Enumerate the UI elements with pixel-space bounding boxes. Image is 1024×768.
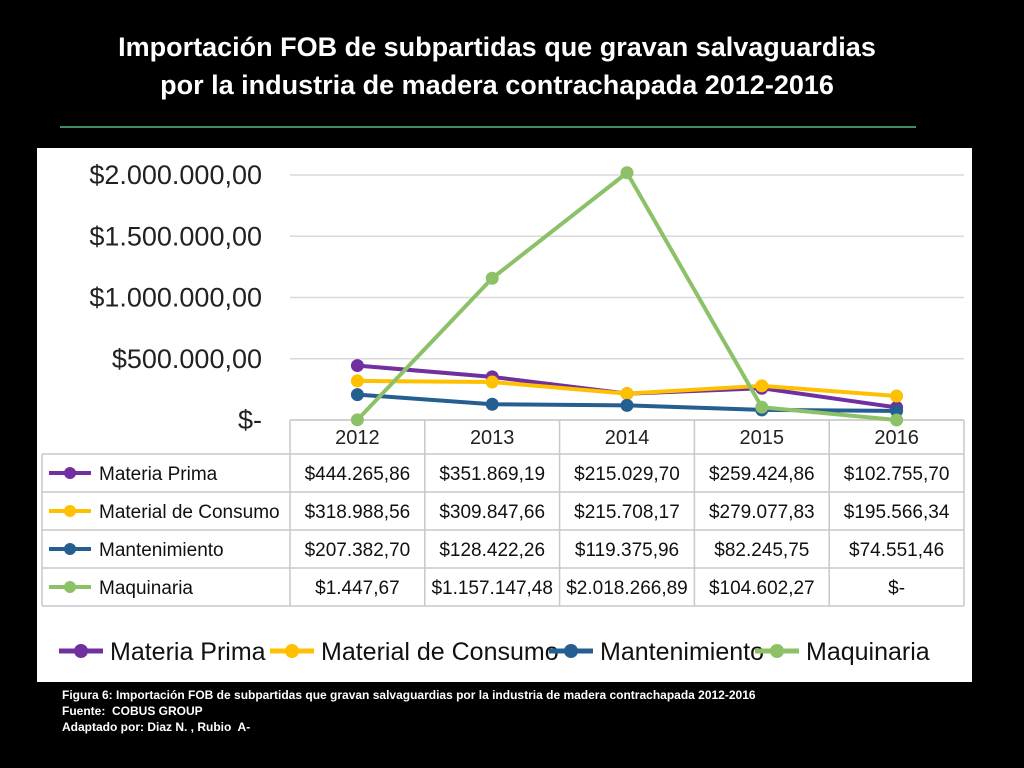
table-cell-value: $82.245,75	[714, 540, 809, 561]
table-cell-value: $309.847,66	[439, 502, 545, 523]
x-tick-label: 2014	[605, 427, 650, 449]
table-cell-value: $215.708,17	[574, 502, 680, 523]
table-cell-value: $195.566,34	[844, 502, 950, 523]
table-cell-value: $207.382,70	[305, 540, 411, 561]
x-tick-label: 2015	[740, 427, 785, 449]
data-point	[755, 400, 769, 414]
table-cell-value: $215.029,70	[574, 464, 680, 485]
legend-entry: Material de Consumo	[321, 638, 559, 666]
data-point	[890, 389, 904, 403]
data-point	[620, 166, 634, 180]
x-tick-label: 2016	[874, 427, 919, 449]
figure-caption: Figura 6: Importación FOB de subpartidas…	[62, 687, 962, 735]
row-legend-key-marker	[64, 581, 76, 593]
x-tick-label: 2012	[335, 427, 380, 449]
y-tick-label: $1.500.000,00	[89, 221, 262, 251]
table-cell-value: $74.551,46	[849, 540, 944, 561]
data-point	[350, 388, 364, 402]
table-row-label: Material de Consumo	[99, 502, 280, 523]
table-cell-value: $-	[888, 578, 905, 599]
chart-panel: $2.000.000,00 $1.500.000,00 $1.000.000,00 $…	[37, 148, 972, 682]
table-row-label: Mantenimiento	[99, 540, 224, 561]
legend-key-marker	[285, 644, 299, 658]
data-point	[890, 413, 904, 427]
y-tick-label: $1.000.000,00	[89, 283, 262, 313]
table-cell-value: $444.265,86	[305, 464, 411, 485]
table-cell-value: $1.447,67	[315, 578, 400, 599]
data-point	[620, 398, 634, 412]
line-chart: $2.000.000,00 $1.500.000,00 $1.000.000,00 $…	[41, 160, 965, 666]
row-legend-key-marker	[64, 467, 76, 479]
data-point	[350, 374, 364, 388]
row-legend-key-marker	[64, 543, 76, 555]
y-tick-label: $-	[238, 405, 262, 435]
table-cell-value: $279.077,83	[709, 502, 815, 523]
row-legend-key-marker	[64, 505, 76, 517]
title-divider	[60, 126, 916, 128]
legend-key-marker	[770, 644, 784, 658]
data-point	[350, 413, 364, 427]
data-point	[755, 379, 769, 393]
table-cell-value: $259.424,86	[709, 464, 815, 485]
data-point	[485, 375, 499, 389]
caption-figure-line: Figura 6: Importación FOB de subpartidas…	[62, 688, 756, 702]
slide-title-line-1: Importación FOB de subpartidas que grava…	[118, 32, 876, 62]
table-cell-value: $318.988,56	[305, 502, 411, 523]
table-cell-value: $104.602,27	[709, 578, 815, 599]
slide-title-line-2: por la industria de madera contrachapada…	[160, 70, 834, 100]
table-cell-value: $102.755,70	[844, 464, 950, 485]
table-cell-value: $128.422,26	[439, 540, 545, 561]
legend-entry: Materia Prima	[110, 638, 266, 666]
data-point	[350, 359, 364, 373]
data-point	[485, 271, 499, 285]
data-point	[485, 397, 499, 411]
table-cell-value: $119.375,96	[575, 540, 679, 561]
data-point	[620, 387, 634, 401]
legend-entry: Maquinaria	[806, 638, 930, 666]
y-tick-label: $500.000,00	[112, 344, 262, 374]
x-tick-label: 2013	[470, 427, 515, 449]
legend-entry: Mantenimiento	[600, 638, 764, 666]
table-row-label: Maquinaria	[99, 578, 193, 599]
y-tick-label: $2.000.000,00	[89, 160, 262, 190]
table-cell-value: $1.157.147,48	[431, 578, 553, 599]
data-point	[890, 404, 904, 418]
table-cell-value: $351.869,19	[439, 464, 545, 485]
legend-key-marker	[74, 644, 88, 658]
legend-key-marker	[564, 644, 578, 658]
caption-source-line: Fuente: COBUS GROUP	[62, 704, 203, 718]
caption-adapted-line: Adaptado por: Diaz N. , Rubio A-	[62, 720, 251, 734]
table-row-label: Materia Prima	[99, 464, 218, 485]
slide-title: Importación FOB de subpartidas que grava…	[40, 28, 954, 104]
table-cell-value: $2.018.266,89	[566, 578, 688, 599]
